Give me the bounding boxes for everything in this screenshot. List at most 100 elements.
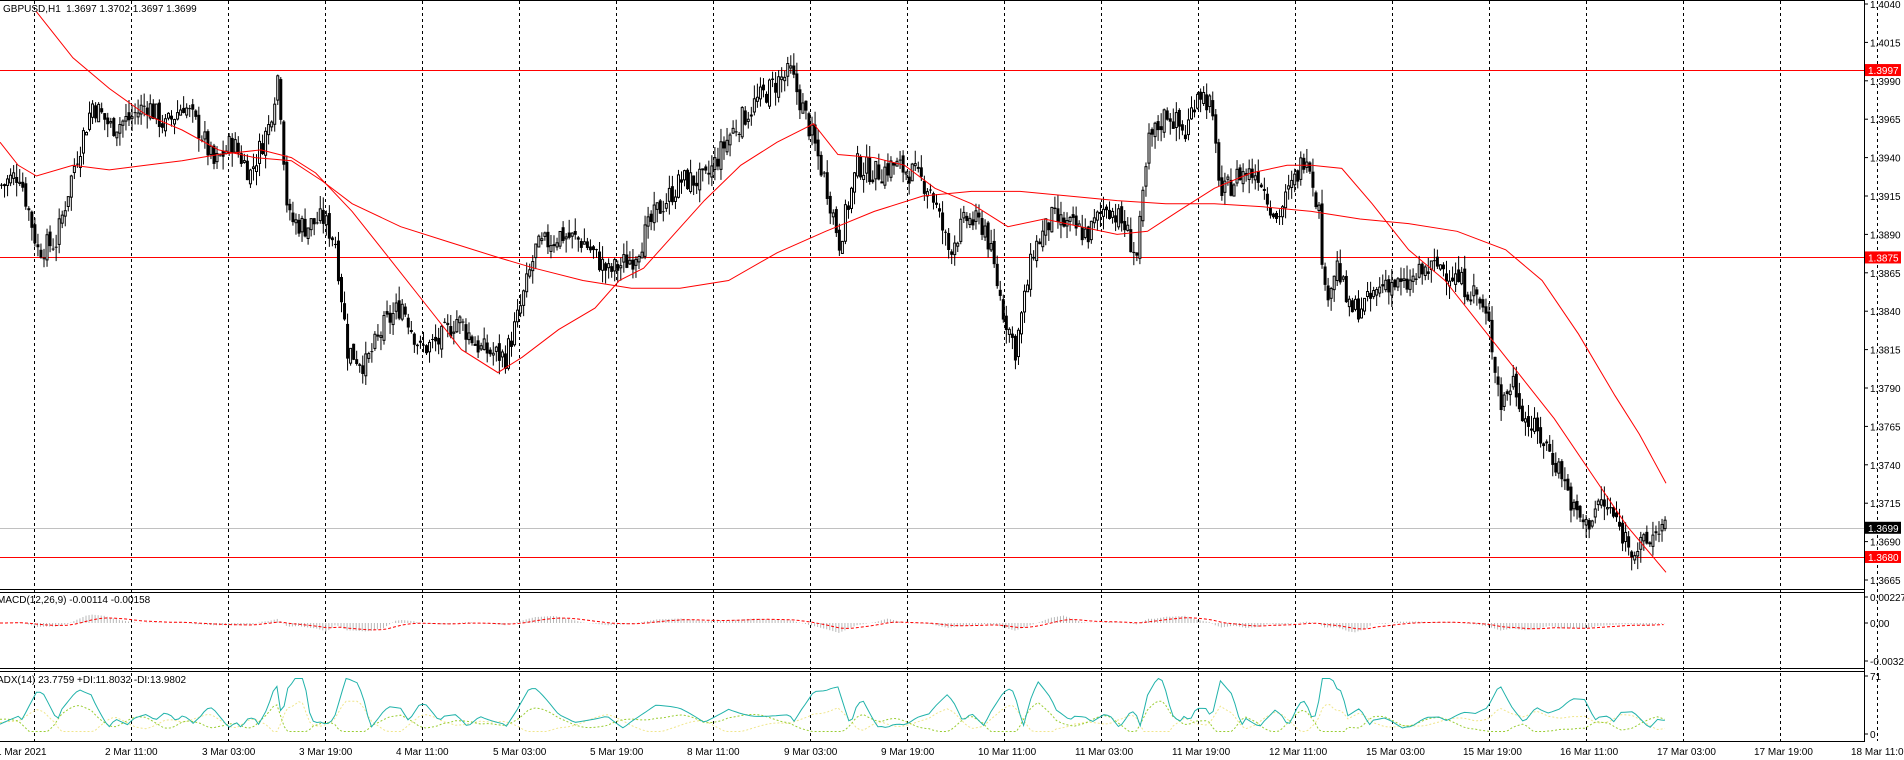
candle-body (831, 212, 835, 218)
candle-body (1599, 499, 1603, 506)
candle-body (443, 321, 447, 323)
candle-body (983, 225, 987, 238)
candle-body (66, 196, 70, 207)
price-tick-label: 1.3915 (1870, 192, 1901, 203)
candle-body (664, 203, 668, 209)
candle-body (613, 259, 617, 272)
candle-body (358, 364, 362, 366)
candle-body (816, 139, 820, 157)
candle-body (1262, 188, 1266, 191)
candle-body (306, 227, 310, 239)
candle-body (1338, 263, 1342, 283)
candle-body (115, 131, 119, 139)
moving-averages (0, 11, 1667, 573)
candle-body (397, 300, 401, 319)
candle-body (652, 204, 656, 224)
candle-body (765, 93, 768, 103)
candle-body (646, 216, 650, 227)
candle-body (531, 261, 535, 272)
candle-body (1344, 275, 1348, 303)
candle-body (434, 336, 438, 342)
candle-body (874, 160, 878, 180)
price-tick-label: 1.3940 (1870, 154, 1901, 165)
candle-body (1150, 129, 1154, 135)
candle-body (1253, 175, 1257, 181)
candle-body (1299, 157, 1303, 180)
candle-body (892, 162, 896, 166)
candle-body (303, 218, 307, 237)
candle-body (1029, 253, 1033, 290)
candle-body (1141, 189, 1145, 222)
candle-body (72, 165, 76, 174)
candle-body (330, 237, 334, 241)
candle-body (273, 103, 277, 125)
candle-body (546, 231, 550, 248)
candle-body (36, 244, 40, 248)
adx-label: ADX(14) 23.7759 +DI:11.8032 -DI:13.9802 (0, 675, 187, 686)
candle-body (1335, 260, 1339, 282)
candle-body (48, 231, 52, 247)
candle-body (1505, 391, 1509, 395)
candle-body (1023, 290, 1027, 313)
candle-body (349, 347, 353, 364)
candle-body (904, 171, 908, 175)
candle-body (1432, 260, 1436, 262)
candle-body (452, 331, 456, 334)
candle-body (701, 168, 705, 171)
macd-panel (0, 614, 1666, 633)
candle-body (391, 313, 395, 326)
candle-body (780, 76, 784, 81)
candle-body (1396, 278, 1400, 288)
candle-body (1235, 168, 1239, 184)
candle-body (42, 258, 46, 260)
candle-body (1542, 443, 1546, 447)
candle-body (1320, 203, 1324, 265)
candle-body (1265, 193, 1269, 205)
candle-body (1205, 94, 1209, 111)
candle-body (506, 338, 510, 369)
candle-body (388, 312, 392, 323)
candle-body (519, 305, 523, 314)
candle-body (127, 112, 131, 121)
price-levels[interactable] (0, 70, 1864, 558)
candle-body (1120, 206, 1124, 224)
candle-body (1190, 107, 1193, 120)
candle-body (1232, 184, 1236, 197)
price-tick-label: 1.3765 (1870, 422, 1901, 433)
candle-body (1460, 271, 1464, 285)
candle-body (649, 213, 653, 222)
candle-body (206, 131, 210, 156)
candle-body (321, 209, 325, 224)
candle-body (1174, 112, 1178, 129)
candle-body (1663, 519, 1667, 530)
time-label: 5 Mar 19:00 (590, 747, 644, 758)
candle-body (573, 231, 577, 235)
candle-body (634, 258, 638, 266)
candle-body (27, 208, 31, 211)
candle-body (1402, 278, 1406, 281)
level-tag-label: 1.3997 (1868, 66, 1899, 77)
candle-body (661, 211, 665, 213)
candle-body (1587, 520, 1591, 530)
candle-body (1132, 251, 1136, 254)
candle-body (579, 241, 583, 248)
candle-body (552, 244, 556, 247)
macd-tick-label: -0.00328 (1870, 657, 1904, 668)
candle-body (752, 98, 756, 113)
candle-body (425, 345, 428, 354)
candle-body (1566, 478, 1570, 491)
candle-body (1020, 312, 1023, 335)
candle-body (795, 73, 799, 93)
candle-body (883, 166, 887, 186)
candle-body (1007, 328, 1011, 335)
candle-body (1435, 256, 1439, 267)
candles (0, 53, 1667, 571)
level-tag (1865, 64, 1901, 77)
candle-body (1144, 166, 1148, 187)
candle-body (771, 78, 775, 80)
candle-body (916, 166, 920, 169)
price-tick-label: 1.3815 (1870, 346, 1901, 357)
candle-body (995, 263, 999, 287)
candle-body (1293, 173, 1297, 186)
